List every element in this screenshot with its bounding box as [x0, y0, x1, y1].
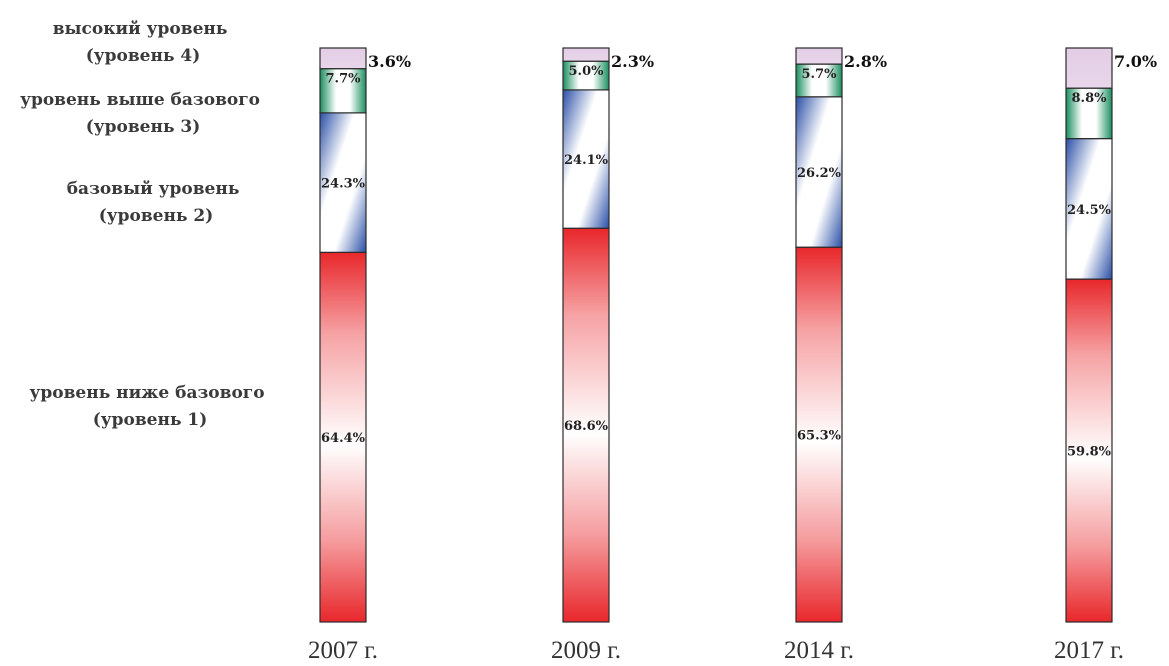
data-label-level-2-2014: 26.2%: [797, 166, 842, 181]
legend-level-4-line1: высокий уровень: [53, 19, 228, 39]
bar-level-2-2007: [319, 112, 367, 253]
legend-level-4: высокий уровень (уровень 4): [53, 19, 234, 66]
data-label-level-4-2007: 3.6%: [368, 52, 411, 71]
legend-level-1-line1: уровень ниже базового: [30, 383, 265, 403]
bar-level-4-2017: [1065, 47, 1113, 89]
legend-level-3-line2: (уровень 3): [86, 117, 201, 137]
bars-group: 64.4% 24.3% 7.7% 3.6% 2007 г. 68.6% 24.1% 5.0% 2…: [308, 47, 1157, 664]
bar-level-1-2014: [795, 246, 843, 623]
bar-level-3-2014: [795, 63, 843, 98]
legend-level-4-line2: (уровень 4): [86, 46, 201, 66]
year-label-2014: 2014 г.: [784, 637, 854, 664]
bar-level-2-2009: [562, 89, 610, 229]
bar-level-1-2017: [1065, 278, 1113, 623]
legend-level-1: уровень ниже базового (уровень 1): [30, 383, 271, 430]
data-label-level-3-2017: 8.8%: [1072, 91, 1108, 106]
legend-level-2: базовый уровень (уровень 2): [67, 179, 246, 226]
bar-level-1-2009: [562, 227, 610, 623]
legend-level-3: уровень выше базового (уровень 3): [20, 90, 266, 137]
data-label-level-1-2017: 59.8%: [1067, 445, 1112, 460]
data-label-level-3-2009: 5.0%: [569, 64, 605, 79]
legend-level-2-line2: (уровень 2): [99, 206, 214, 226]
data-label-level-1-2007: 64.4%: [321, 431, 366, 446]
data-label-level-2-2017: 24.5%: [1067, 203, 1112, 218]
data-label-level-4-2014: 2.8%: [844, 52, 887, 71]
legend-level-2-line1: базовый уровень: [67, 179, 240, 199]
year-label-2017: 2017 г.: [1054, 637, 1124, 664]
legend-level-1-line2: (уровень 1): [93, 410, 208, 430]
bar-level-4-2009: [562, 47, 610, 62]
data-label-level-4-2017: 7.0%: [1114, 52, 1157, 71]
data-label-level-3-2014: 5.7%: [802, 67, 838, 82]
year-label-2007: 2007 г.: [308, 637, 378, 664]
bar-level-3-2009: [562, 60, 610, 91]
data-label-level-3-2007: 7.7%: [326, 72, 362, 87]
data-label-level-1-2014: 65.3%: [797, 429, 842, 444]
year-label-2009: 2009 г.: [551, 637, 621, 664]
bar-level-2-2014: [795, 96, 843, 248]
data-label-level-4-2009: 2.3%: [611, 52, 654, 71]
bar-level-2-2017: [1065, 138, 1113, 280]
legend-level-3-line1: уровень выше базового: [20, 90, 260, 110]
bar-level-1-2007: [319, 251, 367, 623]
bar-level-3-2017: [1065, 87, 1113, 140]
bar-level-4-2014: [795, 47, 843, 65]
bar-level-4-2007: [319, 47, 367, 70]
data-label-level-2-2007: 24.3%: [321, 177, 366, 192]
data-label-level-2-2009: 24.1%: [564, 153, 609, 168]
data-label-level-1-2009: 68.6%: [564, 419, 609, 434]
